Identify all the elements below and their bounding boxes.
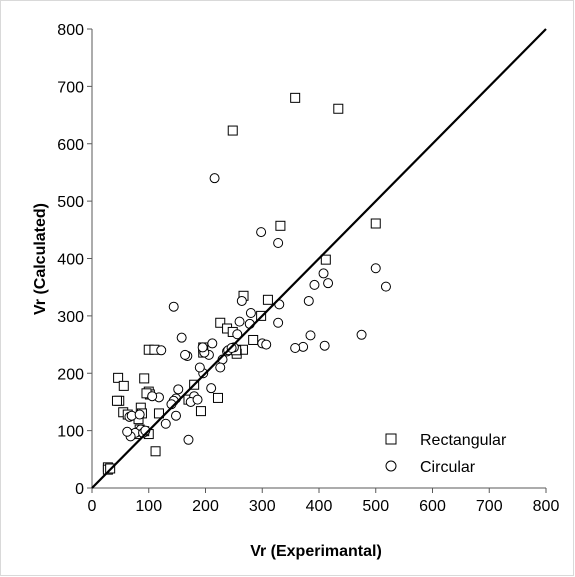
data-point [273, 317, 284, 328]
reference-line [91, 28, 547, 489]
data-point [215, 317, 226, 328]
data-point [275, 220, 286, 231]
data-point [212, 392, 223, 403]
data-point [234, 316, 245, 327]
x-tick-label: 600 [419, 498, 446, 515]
data-point [273, 238, 284, 249]
data-point [333, 103, 344, 114]
data-point [209, 173, 220, 184]
legend: Rectangular Circular [385, 432, 507, 476]
data-point [290, 92, 301, 103]
x-axis-label: Vr (Experimantal) [250, 543, 382, 560]
data-point [156, 345, 167, 356]
data-point [176, 332, 187, 343]
data-point [170, 410, 181, 421]
data-point [118, 380, 129, 391]
y-axis-label: Vr (Calculated) [32, 203, 49, 315]
data-point [180, 349, 191, 360]
legend-circular-label: Circular [420, 459, 476, 476]
legend-circular-marker [385, 460, 397, 472]
y-axis-ticks: 0 100 200 300 400 500 600 700 800 [57, 22, 92, 498]
x-tick-label: 0 [88, 498, 97, 515]
x-tick-label: 200 [192, 498, 219, 515]
data-point [323, 278, 334, 289]
data-point [197, 342, 208, 353]
data-point [194, 362, 205, 373]
x-tick-label: 400 [306, 498, 333, 515]
data-point [319, 340, 330, 351]
y-tick-label: 300 [57, 309, 84, 326]
data-point [232, 329, 243, 340]
data-point [206, 383, 217, 394]
data-point [150, 446, 161, 457]
x-axis-ticks: 0 100 200 300 400 500 600 700 800 [88, 488, 560, 515]
data-point [227, 125, 238, 136]
data-point [370, 218, 381, 229]
data-point [256, 227, 267, 238]
data-point [183, 434, 194, 445]
data-point [262, 294, 273, 305]
data-point [113, 372, 124, 383]
data-point [168, 301, 179, 312]
y-tick-label: 500 [57, 194, 84, 211]
y-tick-label: 800 [57, 22, 84, 39]
data-point [236, 295, 247, 306]
y-tick-label: 0 [75, 481, 84, 498]
data-point [370, 263, 381, 274]
x-tick-label: 100 [135, 498, 162, 515]
data-point [380, 281, 391, 292]
y-tick-label: 700 [57, 79, 84, 96]
data-point [305, 330, 316, 341]
y-tick-label: 200 [57, 366, 84, 383]
data-point [173, 384, 184, 395]
x-tick-label: 700 [476, 498, 503, 515]
data-point [111, 395, 122, 406]
data-point [290, 343, 301, 354]
series-rectangular [102, 92, 381, 475]
legend-rectangular-label: Rectangular [420, 432, 507, 449]
data-point [139, 373, 150, 384]
data-point [309, 279, 320, 290]
legend-rectangular-marker [385, 433, 397, 445]
data-point [356, 329, 367, 340]
data-point [215, 362, 226, 373]
data-point [318, 268, 329, 279]
data-point [248, 334, 259, 345]
data-point [160, 418, 171, 429]
data-point [207, 338, 218, 349]
data-point [134, 409, 145, 420]
data-point [303, 295, 314, 306]
plot-area [91, 28, 547, 489]
y-tick-label: 600 [57, 137, 84, 154]
x-tick-label: 800 [533, 498, 560, 515]
data-point [320, 254, 331, 265]
y-tick-label: 400 [57, 252, 84, 269]
y-tick-label: 100 [57, 424, 84, 441]
data-point [245, 308, 256, 319]
data-point [192, 394, 203, 405]
data-point [195, 406, 206, 417]
data-point [153, 408, 164, 419]
data-point [261, 339, 272, 350]
x-tick-label: 500 [362, 498, 389, 515]
series-circular [122, 173, 391, 445]
data-point [122, 426, 133, 437]
x-tick-label: 300 [249, 498, 276, 515]
data-point [147, 391, 158, 402]
